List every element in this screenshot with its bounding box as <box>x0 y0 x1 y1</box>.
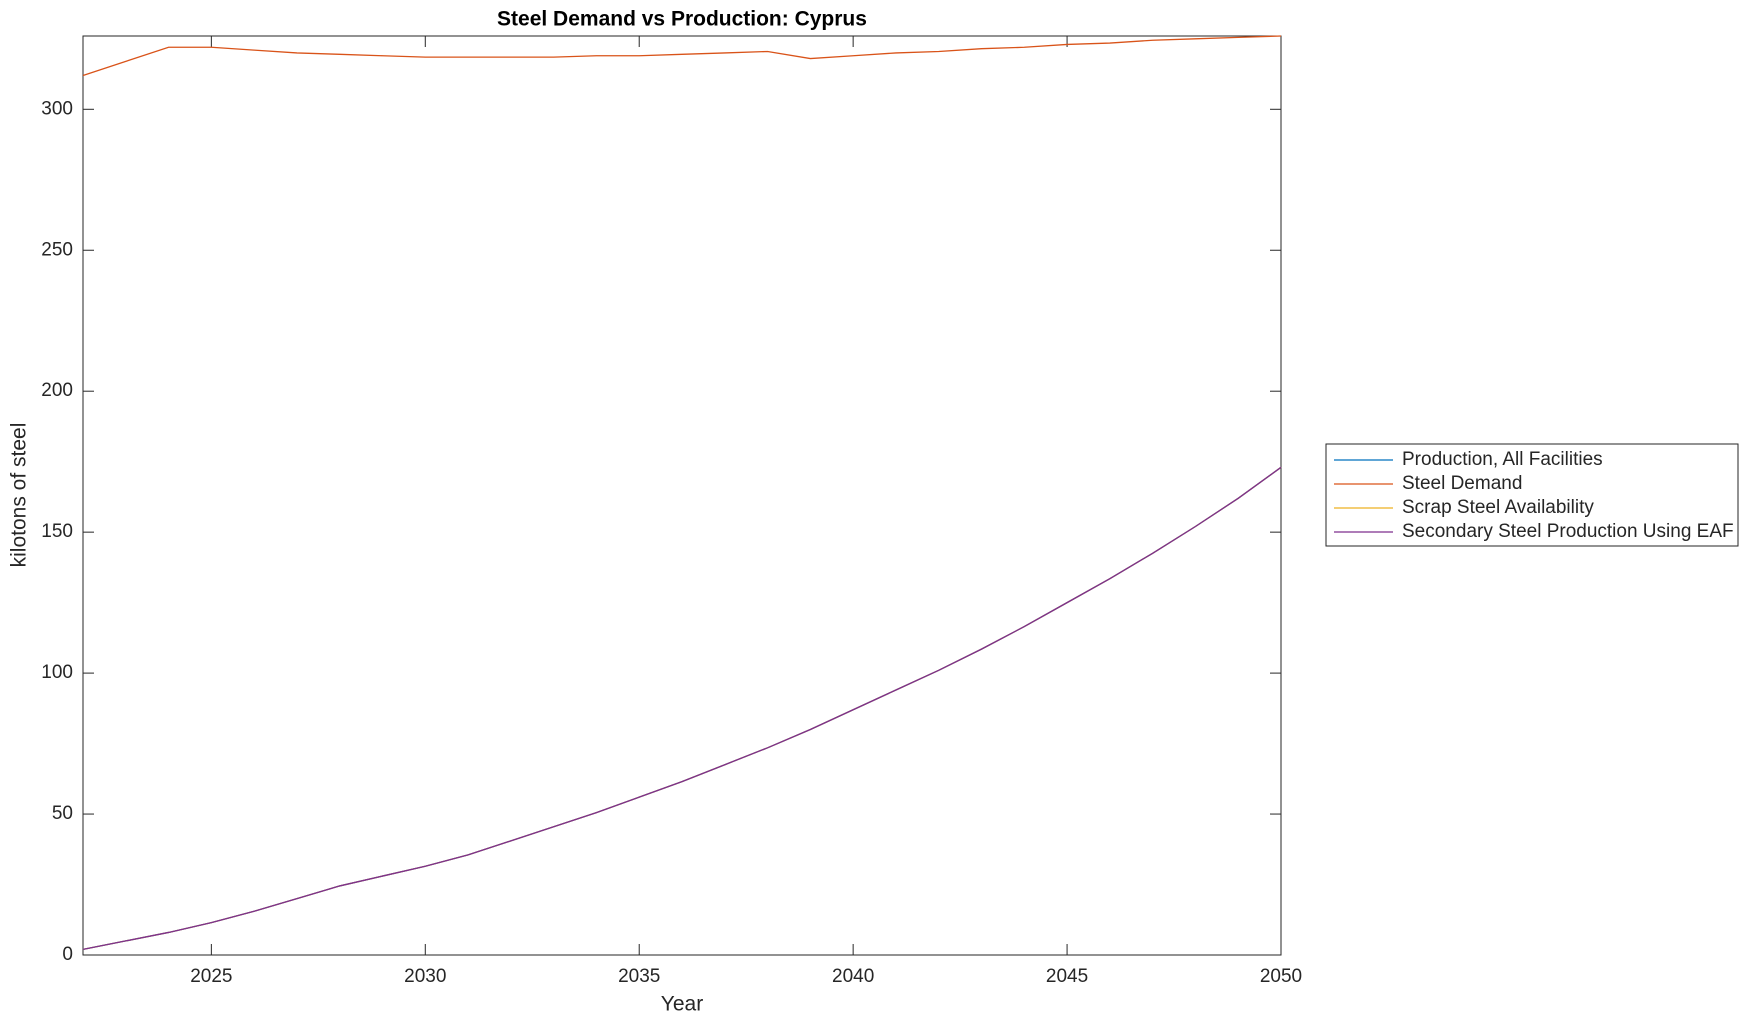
y-tick-label: 100 <box>41 662 73 683</box>
y-tick-label: 150 <box>41 521 73 542</box>
plot-area <box>82 35 1282 956</box>
x-tick-label: 2040 <box>832 966 874 987</box>
x-tick-label: 2030 <box>404 966 446 987</box>
y-tick-label: 0 <box>62 944 73 965</box>
chart-title: Steel Demand vs Production: Cyprus <box>497 8 867 31</box>
series-line <box>82 35 1282 77</box>
x-tick-label: 2050 <box>1260 966 1302 987</box>
y-tick-label: 300 <box>41 98 73 119</box>
legend-label: Production, All Facilities <box>1402 449 1603 470</box>
y-tick-label: 200 <box>41 380 73 401</box>
legend-label: Secondary Steel Production Using EAF <box>1402 521 1734 542</box>
y-axis-label: kilotons of steel <box>8 423 31 568</box>
legend-box <box>1325 443 1739 547</box>
x-tick-label: 2025 <box>190 966 232 987</box>
x-tick-label: 2045 <box>1046 966 1088 987</box>
series-line <box>82 466 1282 950</box>
legend-label: Scrap Steel Availability <box>1402 497 1594 518</box>
x-tick-label: 2035 <box>618 966 660 987</box>
y-tick-label: 250 <box>41 239 73 260</box>
y-tick-label: 50 <box>52 803 73 824</box>
legend-label: Steel Demand <box>1402 473 1522 494</box>
x-axis-label: Year <box>661 993 703 1016</box>
